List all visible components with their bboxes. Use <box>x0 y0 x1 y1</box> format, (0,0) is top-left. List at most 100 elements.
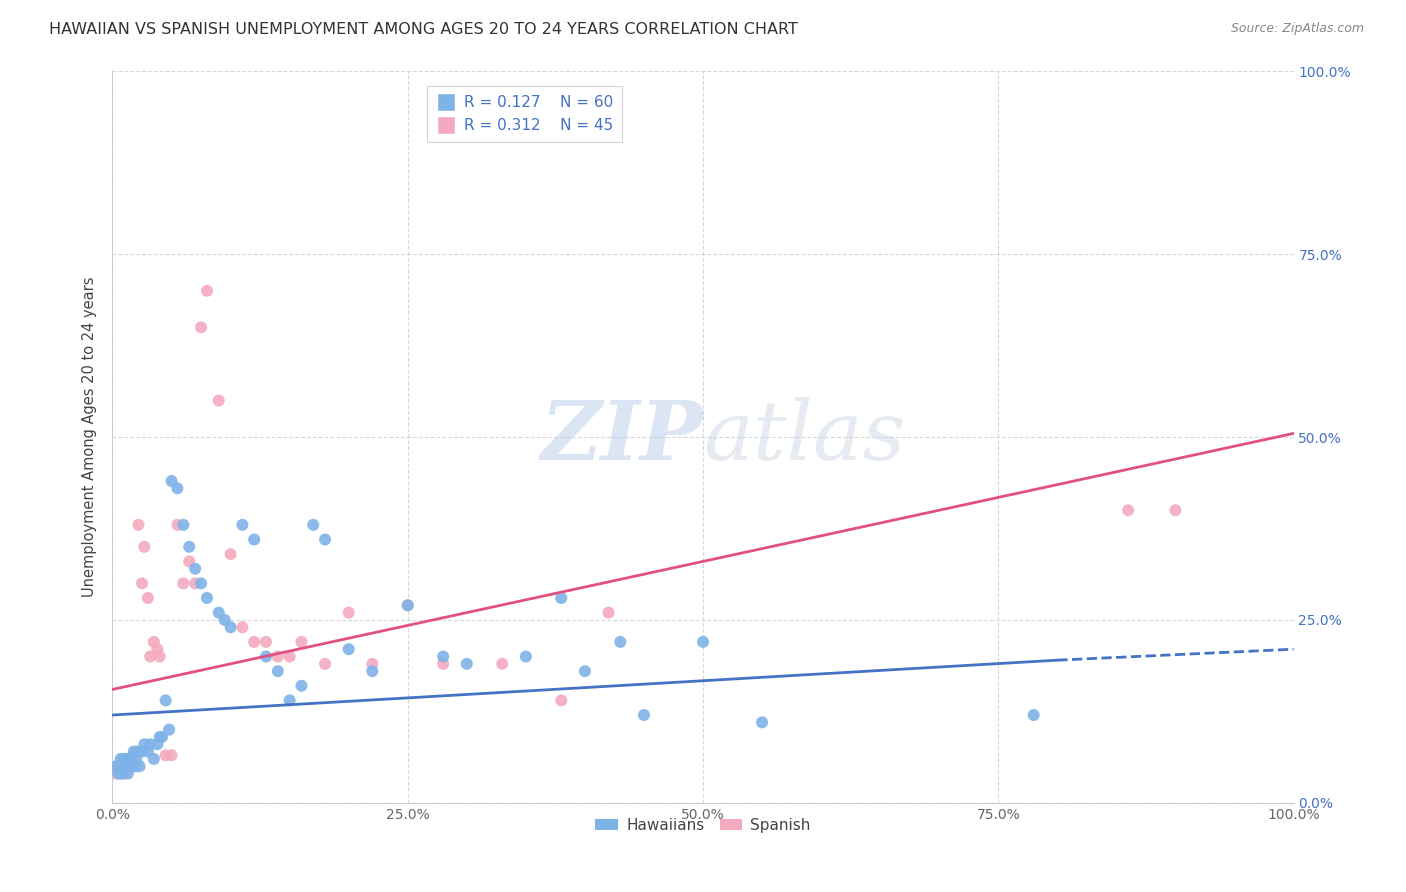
Point <box>231 517 253 532</box>
Point <box>172 517 194 532</box>
Text: HAWAIIAN VS SPANISH UNEMPLOYMENT AMONG AGES 20 TO 24 YEARS CORRELATION CHART: HAWAIIAN VS SPANISH UNEMPLOYMENT AMONG A… <box>49 22 799 37</box>
Point <box>692 635 714 649</box>
Point <box>118 752 141 766</box>
Point <box>160 748 183 763</box>
Point <box>134 737 156 751</box>
Point <box>114 759 136 773</box>
Point <box>267 649 290 664</box>
Point <box>142 752 165 766</box>
Point <box>243 635 266 649</box>
Point <box>117 766 139 780</box>
Point <box>142 635 165 649</box>
Point <box>361 657 384 671</box>
Text: Source: ZipAtlas.com: Source: ZipAtlas.com <box>1230 22 1364 36</box>
Point <box>179 540 201 554</box>
Point <box>118 759 141 773</box>
Point <box>1022 708 1045 723</box>
Point <box>179 554 201 568</box>
Point <box>396 599 419 613</box>
Point <box>456 657 478 671</box>
Point <box>136 591 159 605</box>
Point <box>112 759 135 773</box>
Point <box>120 752 142 766</box>
Point <box>105 759 128 773</box>
Point <box>150 730 173 744</box>
Point <box>396 599 419 613</box>
Point <box>267 664 290 678</box>
Point <box>214 613 236 627</box>
Point <box>149 649 172 664</box>
Point <box>314 657 336 671</box>
Point <box>254 635 277 649</box>
Point <box>131 576 153 591</box>
Point <box>751 715 773 730</box>
Point <box>598 606 620 620</box>
Point <box>112 752 135 766</box>
Point <box>111 766 134 780</box>
Point <box>361 664 384 678</box>
Point <box>219 547 242 561</box>
Point <box>139 737 162 751</box>
Point <box>127 517 149 532</box>
Point <box>157 723 180 737</box>
Point <box>136 745 159 759</box>
Point <box>166 517 188 532</box>
Point <box>195 591 218 605</box>
Point <box>337 606 360 620</box>
Point <box>491 657 513 671</box>
Legend: Hawaiians, Spanish: Hawaiians, Spanish <box>589 812 817 839</box>
Point <box>278 649 301 664</box>
Point <box>127 745 149 759</box>
Point <box>1116 503 1139 517</box>
Point <box>146 642 169 657</box>
Point <box>337 642 360 657</box>
Point <box>172 576 194 591</box>
Point <box>515 649 537 664</box>
Point <box>128 759 150 773</box>
Point <box>146 737 169 751</box>
Point <box>166 481 188 495</box>
Point <box>107 766 129 780</box>
Point <box>155 693 177 707</box>
Point <box>122 745 145 759</box>
Point <box>112 766 135 780</box>
Point <box>115 752 138 766</box>
Point <box>134 540 156 554</box>
Point <box>208 606 231 620</box>
Point <box>120 759 142 773</box>
Point <box>609 635 631 649</box>
Point <box>290 679 312 693</box>
Point <box>208 393 231 408</box>
Point <box>131 745 153 759</box>
Point <box>122 759 145 773</box>
Point <box>110 766 132 780</box>
Point <box>149 730 172 744</box>
Point <box>184 576 207 591</box>
Point <box>108 759 131 773</box>
Point <box>125 745 148 759</box>
Point <box>278 693 301 707</box>
Point <box>184 562 207 576</box>
Point <box>574 664 596 678</box>
Point <box>195 284 218 298</box>
Point <box>120 759 142 773</box>
Y-axis label: Unemployment Among Ages 20 to 24 years: Unemployment Among Ages 20 to 24 years <box>82 277 97 598</box>
Point <box>231 620 253 634</box>
Point <box>112 759 135 773</box>
Point <box>115 759 138 773</box>
Point <box>155 748 177 763</box>
Point <box>125 752 148 766</box>
Point <box>219 620 242 634</box>
Text: atlas: atlas <box>703 397 905 477</box>
Point <box>550 591 572 605</box>
Text: ZIP: ZIP <box>540 397 703 477</box>
Point <box>550 693 572 707</box>
Point <box>110 752 132 766</box>
Point <box>432 649 454 664</box>
Point <box>160 474 183 488</box>
Point <box>243 533 266 547</box>
Point <box>120 752 142 766</box>
Point <box>290 635 312 649</box>
Point <box>105 766 128 780</box>
Point <box>1164 503 1187 517</box>
